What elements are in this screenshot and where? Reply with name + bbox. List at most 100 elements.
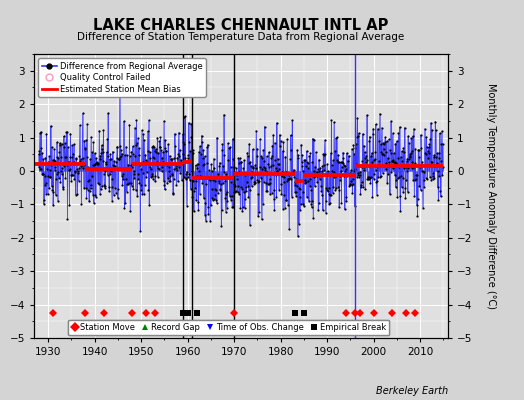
Point <box>94 161 102 168</box>
Point <box>77 201 85 207</box>
Point <box>178 160 187 167</box>
Point <box>37 166 45 172</box>
Point <box>416 164 424 170</box>
Point <box>170 155 179 161</box>
Point <box>269 162 277 168</box>
Point <box>89 139 97 145</box>
Point <box>399 145 408 151</box>
Point <box>296 207 304 213</box>
Point <box>258 154 267 161</box>
Point <box>63 215 72 222</box>
Point <box>398 158 407 164</box>
Point <box>187 186 195 192</box>
Point <box>175 153 183 159</box>
Point <box>424 144 433 150</box>
Point <box>292 176 301 182</box>
Point <box>129 186 137 192</box>
Point <box>430 175 439 181</box>
Point <box>89 161 97 168</box>
Point <box>62 162 71 168</box>
Point <box>86 156 94 163</box>
Point <box>183 169 191 176</box>
Point <box>206 202 215 208</box>
Point <box>168 171 176 177</box>
Point <box>132 187 140 194</box>
Point <box>124 181 132 188</box>
Point <box>40 197 48 203</box>
Point <box>335 204 343 211</box>
Point <box>352 161 360 168</box>
Point <box>314 200 323 206</box>
Point <box>125 122 134 128</box>
Point <box>387 118 395 124</box>
Point <box>257 153 265 160</box>
Point <box>115 156 124 162</box>
Point <box>37 145 46 152</box>
Point <box>388 158 396 164</box>
Point <box>251 162 259 169</box>
Point <box>135 145 143 152</box>
Point <box>232 165 241 171</box>
Point <box>71 168 79 174</box>
Point <box>282 197 290 204</box>
Point <box>275 187 283 193</box>
Point <box>152 159 161 165</box>
Point <box>384 171 392 177</box>
Point <box>203 144 211 150</box>
Point <box>38 150 47 156</box>
Point <box>423 162 431 168</box>
Point <box>369 176 378 182</box>
Point <box>388 130 397 136</box>
Point <box>56 142 64 148</box>
Point <box>46 167 54 174</box>
Point <box>192 178 201 184</box>
Point <box>257 175 265 181</box>
Point <box>123 181 132 187</box>
Point <box>76 158 84 164</box>
Point <box>324 184 333 191</box>
Point <box>66 166 74 172</box>
Point <box>315 168 323 175</box>
Point <box>112 190 120 196</box>
Point <box>236 205 245 211</box>
Point <box>102 149 111 155</box>
Point <box>267 162 275 169</box>
Point <box>330 174 339 180</box>
Point <box>262 188 270 194</box>
Point <box>411 177 419 183</box>
Point <box>401 194 410 201</box>
Point <box>329 190 337 196</box>
Point <box>49 157 57 163</box>
Point <box>254 191 263 198</box>
Point <box>81 185 90 191</box>
Point <box>167 156 176 162</box>
Point <box>380 141 389 147</box>
Point <box>286 156 294 162</box>
Point <box>54 154 62 161</box>
Point <box>234 182 242 189</box>
Point <box>318 168 326 174</box>
Point <box>241 205 249 211</box>
Point <box>61 174 70 181</box>
Point <box>407 159 416 165</box>
Point <box>395 174 403 181</box>
Point <box>125 180 133 186</box>
Point <box>438 172 446 179</box>
Point <box>215 180 223 186</box>
Point <box>131 153 139 159</box>
Point <box>104 172 112 178</box>
Point <box>93 180 102 186</box>
Point <box>53 139 61 146</box>
Point <box>181 154 189 161</box>
Point <box>370 171 378 177</box>
Point <box>293 147 301 153</box>
Point <box>330 119 339 125</box>
Point <box>331 172 340 179</box>
Point <box>177 156 185 163</box>
Point <box>276 132 284 138</box>
Point <box>54 169 63 176</box>
Point <box>319 150 328 157</box>
Point <box>429 169 438 176</box>
Point <box>352 141 361 147</box>
Point <box>60 140 69 147</box>
